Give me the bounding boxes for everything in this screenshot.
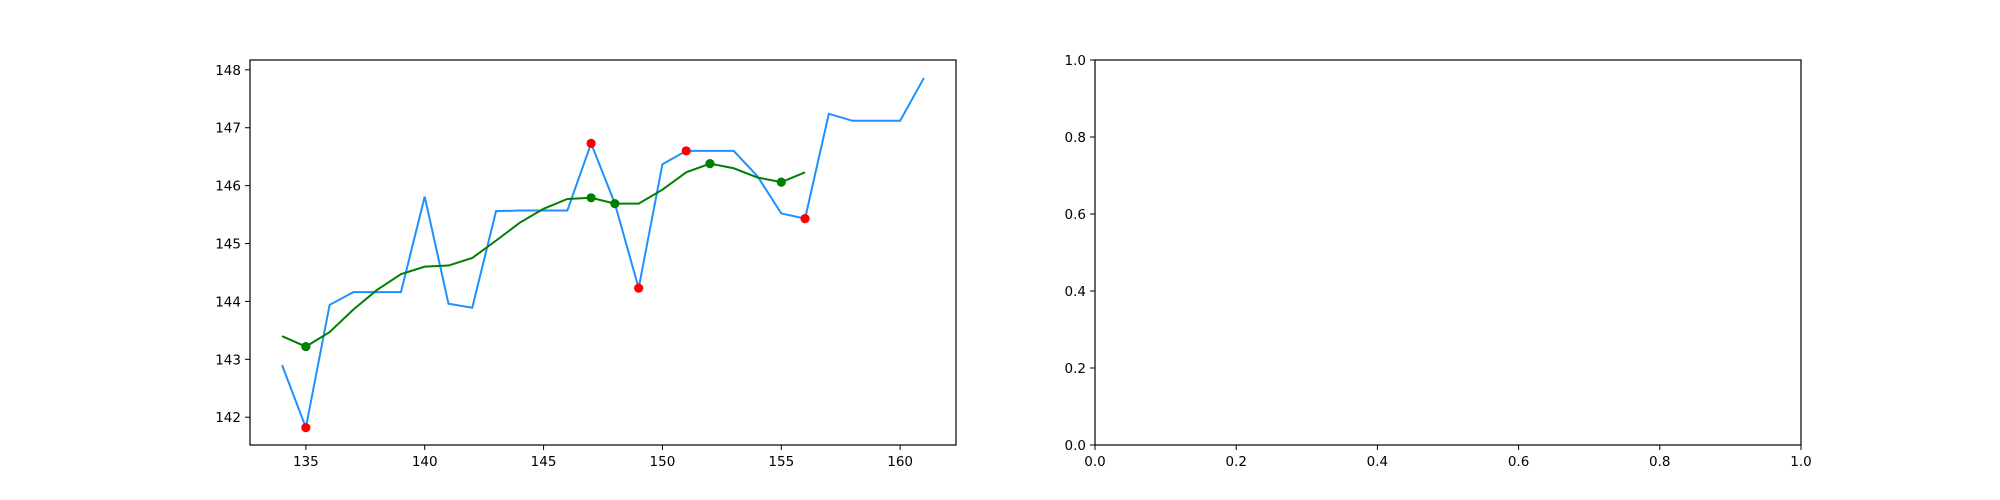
left-series-1-line xyxy=(281,162,806,348)
right-x-tick-label: 0.6 xyxy=(1508,454,1529,470)
right-plot-axes: 0.0 0.2 0.4 0.6 0.8 1.0 0.0 0.2 0.4 0.6 0.8 1.0 xyxy=(1065,53,1812,470)
left-series-3-point xyxy=(776,177,786,187)
left-series-2-point xyxy=(301,423,311,433)
right-x-tick-label: 0.4 xyxy=(1367,454,1388,470)
left-y-tick-label: 146 xyxy=(215,179,241,195)
left-y-tick-label: 144 xyxy=(215,294,241,310)
left-x-tick-label: 155 xyxy=(768,454,794,470)
right-y-tick-label: 0.2 xyxy=(1065,361,1086,377)
left-series-3-point xyxy=(301,341,311,352)
left-series-3-point xyxy=(610,198,620,209)
left-series-3-point xyxy=(705,159,715,169)
left-plot-axes: 135 140 145 150 155 160 142 143 144 145 146 147 148 xyxy=(215,59,957,470)
left-y-tick-label: 143 xyxy=(215,352,241,368)
left-y-tick-label: 142 xyxy=(215,410,241,426)
left-x-tick-label: 160 xyxy=(887,454,913,470)
left-series-2-point xyxy=(586,138,596,148)
right-y-tick-label: 0.4 xyxy=(1065,284,1086,300)
left-series-0-line xyxy=(281,77,925,432)
left-y-tick-label: 147 xyxy=(215,121,241,137)
right-y-tick-label: 0.0 xyxy=(1065,438,1086,454)
left-series-2-point xyxy=(681,146,691,156)
left-x-tick-label: 135 xyxy=(293,454,319,470)
right-x-tick-label: 0.0 xyxy=(1084,454,1105,470)
left-y-tick-label: 145 xyxy=(215,237,241,253)
left-x-tick-label: 145 xyxy=(531,454,557,470)
right-axes-frame xyxy=(1094,59,1802,446)
left-series-2-point xyxy=(634,283,644,293)
left-series-3-point xyxy=(586,193,596,203)
left-y-tick-label: 148 xyxy=(215,63,241,79)
right-y-tick-label: 1.0 xyxy=(1065,53,1086,69)
right-y-tick-label: 0.8 xyxy=(1065,130,1086,146)
right-y-tick-label: 0.6 xyxy=(1065,207,1086,223)
left-axes-frame xyxy=(249,59,957,446)
right-x-tick-label: 0.2 xyxy=(1225,454,1246,470)
left-x-tick-label: 150 xyxy=(650,454,676,470)
left-x-tick-label: 140 xyxy=(412,454,438,470)
right-x-tick-label: 1.0 xyxy=(1790,454,1811,470)
left-series-2-point xyxy=(800,214,810,224)
right-x-tick-label: 0.8 xyxy=(1649,454,1670,470)
